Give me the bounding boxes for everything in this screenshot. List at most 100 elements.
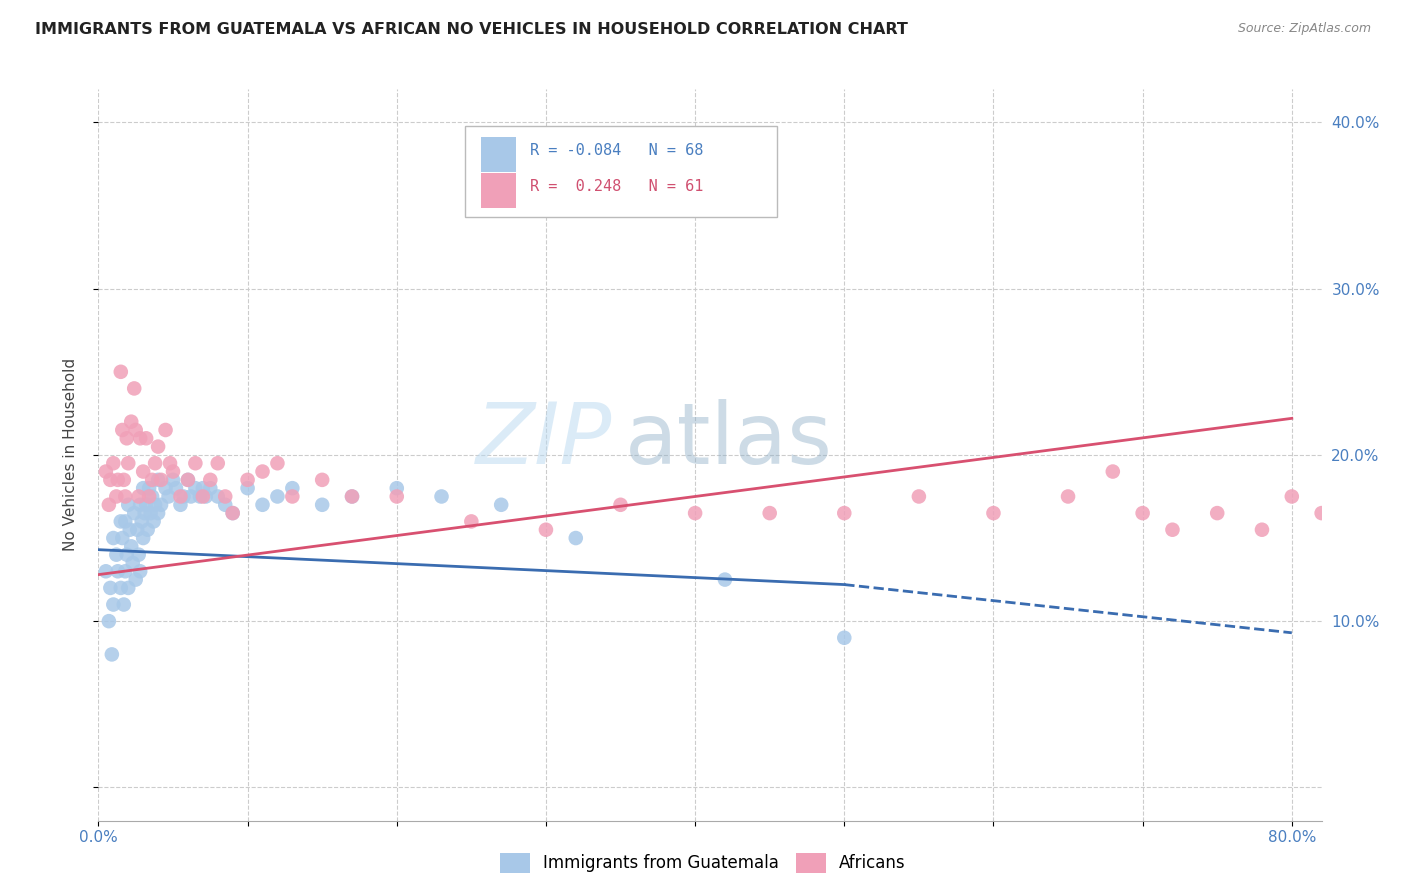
Point — [758, 506, 780, 520]
Point — [908, 490, 931, 504]
Point — [172, 490, 194, 504]
Point — [489, 498, 512, 512]
Point — [565, 531, 588, 545]
Point — [832, 506, 855, 520]
Point — [184, 481, 207, 495]
Point — [157, 490, 180, 504]
Point — [165, 481, 187, 495]
Point — [184, 456, 207, 470]
Point — [121, 556, 143, 570]
Point — [609, 498, 631, 512]
Point — [131, 515, 153, 529]
Point — [311, 473, 333, 487]
Text: ZIP: ZIP — [475, 399, 612, 482]
Point — [252, 465, 274, 479]
Point — [385, 490, 408, 504]
Point — [110, 365, 132, 379]
Point — [98, 473, 121, 487]
Point — [134, 506, 156, 520]
Point — [107, 473, 129, 487]
Point — [146, 506, 169, 520]
Point — [177, 473, 200, 487]
Point — [146, 440, 169, 454]
Point — [115, 431, 138, 445]
Point — [132, 481, 155, 495]
Point — [120, 415, 142, 429]
Point — [266, 490, 288, 504]
Point — [110, 515, 132, 529]
Point — [385, 481, 408, 495]
Point — [983, 506, 1005, 520]
Point — [159, 456, 181, 470]
Point — [266, 456, 288, 470]
Point — [191, 481, 214, 495]
Point — [103, 531, 125, 545]
Point — [188, 490, 211, 504]
Text: R = -0.084   N = 68: R = -0.084 N = 68 — [530, 143, 703, 158]
Point — [714, 573, 737, 587]
Point — [118, 523, 141, 537]
Point — [162, 465, 184, 479]
Point — [128, 490, 150, 504]
Point — [1132, 506, 1154, 520]
Point — [125, 573, 148, 587]
Point — [139, 506, 162, 520]
Point — [117, 456, 139, 470]
Point — [94, 564, 117, 578]
Point — [114, 515, 136, 529]
Point — [112, 598, 135, 612]
Point — [150, 498, 173, 512]
Point — [207, 490, 229, 504]
Point — [97, 614, 120, 628]
Point — [200, 473, 222, 487]
Point — [115, 548, 138, 562]
Point — [143, 456, 166, 470]
Point — [132, 465, 155, 479]
FancyBboxPatch shape — [481, 136, 516, 172]
Point — [94, 465, 117, 479]
Point — [191, 490, 214, 504]
Point — [1355, 556, 1378, 570]
Point — [120, 539, 142, 553]
Point — [162, 473, 184, 487]
Point — [132, 531, 155, 545]
Point — [135, 431, 157, 445]
Point — [101, 648, 124, 662]
Point — [1340, 539, 1362, 553]
Point — [1206, 506, 1229, 520]
Point — [430, 490, 453, 504]
Point — [122, 506, 145, 520]
Point — [103, 456, 125, 470]
Point — [832, 631, 855, 645]
Point — [129, 431, 152, 445]
Point — [1057, 490, 1080, 504]
Point — [98, 581, 121, 595]
Point — [150, 473, 173, 487]
Point — [221, 506, 243, 520]
Point — [214, 498, 236, 512]
Point — [146, 473, 169, 487]
Point — [1101, 465, 1123, 479]
Point — [252, 498, 274, 512]
Point — [97, 498, 120, 512]
Point — [105, 548, 128, 562]
Point — [141, 490, 163, 504]
Point — [236, 481, 259, 495]
Point — [114, 490, 136, 504]
Legend: Immigrants from Guatemala, Africans: Immigrants from Guatemala, Africans — [494, 847, 912, 880]
Point — [683, 506, 706, 520]
Point — [103, 598, 125, 612]
Point — [1161, 523, 1184, 537]
Point — [138, 490, 160, 504]
Point — [111, 531, 134, 545]
Point — [125, 423, 148, 437]
Point — [143, 498, 166, 512]
Point — [534, 523, 557, 537]
Point — [236, 473, 259, 487]
Text: Source: ZipAtlas.com: Source: ZipAtlas.com — [1237, 22, 1371, 36]
Text: atlas: atlas — [624, 399, 832, 482]
Point — [1326, 523, 1348, 537]
Point — [221, 506, 243, 520]
Point — [200, 481, 222, 495]
Point — [177, 473, 200, 487]
